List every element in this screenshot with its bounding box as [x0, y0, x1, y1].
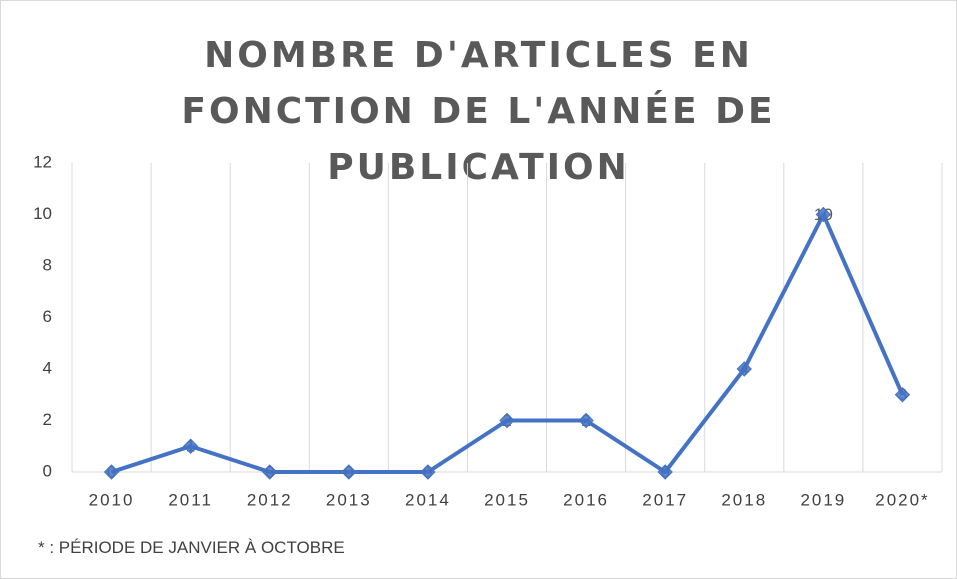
- x-tick-label: 2011: [168, 490, 213, 509]
- y-tick-label: 8: [43, 255, 52, 274]
- y-tick-label: 10: [33, 204, 52, 223]
- marker: [262, 464, 278, 480]
- y-tick-label: 6: [43, 307, 52, 326]
- x-tick-label: 2010: [89, 490, 135, 509]
- x-tick-label: 2013: [326, 490, 372, 509]
- marker: [657, 464, 673, 480]
- x-tick-label: 2017: [642, 490, 688, 509]
- marker: [499, 412, 515, 429]
- y-tick-label: 0: [43, 461, 52, 480]
- x-tick-label: 2018: [721, 490, 767, 509]
- marker: [420, 464, 436, 480]
- footnote: * : PÉRIODE DE JANVIER À OCTOBRE: [38, 538, 345, 557]
- y-tick-label: 12: [33, 152, 52, 171]
- x-tick-label: 2016: [563, 490, 609, 509]
- marker: [894, 387, 911, 403]
- marker: [341, 464, 357, 480]
- marker: [815, 206, 832, 223]
- marker: [182, 438, 199, 454]
- y-tick-label: 2: [43, 410, 52, 429]
- chart-title: NOMBRE D'ARTICLES EN FONCTION DE L'ANNÉE…: [181, 35, 776, 188]
- x-tick-label: 2015: [484, 490, 530, 509]
- x-tick-label: 2012: [247, 490, 293, 509]
- y-tick-label: 4: [43, 358, 52, 377]
- marker: [103, 464, 120, 480]
- x-tick-label: 2020*: [875, 490, 929, 509]
- marker: [578, 412, 594, 429]
- x-tick-label: 2014: [405, 490, 451, 509]
- x-tick-label: 2019: [800, 490, 846, 509]
- marker: [736, 361, 752, 377]
